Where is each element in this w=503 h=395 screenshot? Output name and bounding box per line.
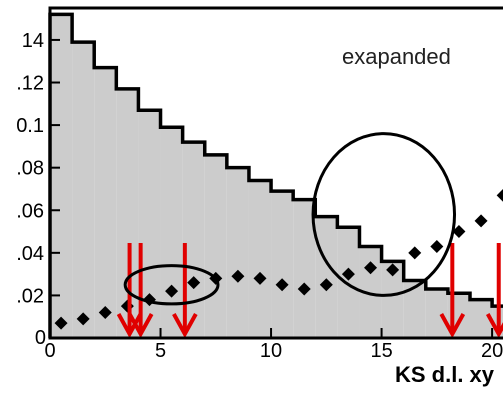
data-point	[341, 267, 355, 281]
histogram-bin	[337, 227, 360, 338]
data-point	[474, 214, 488, 228]
data-point	[496, 189, 503, 202]
histogram-outline	[48, 12, 503, 338]
data-point	[430, 239, 444, 253]
x-tick-label: 5	[155, 340, 166, 362]
y-tick-label: .06	[16, 200, 44, 222]
data-point	[297, 282, 311, 296]
histogram-bin	[94, 67, 117, 338]
y-tick-label: .02	[16, 285, 44, 307]
histogram-bin	[138, 110, 161, 339]
y-tick-label: .12	[16, 73, 44, 95]
data-point	[231, 269, 245, 283]
y-origin-label: 0	[35, 327, 46, 349]
data-point	[187, 276, 201, 290]
histogram-bin	[72, 42, 95, 339]
red-arrow-head	[485, 313, 503, 339]
data-point	[408, 246, 422, 260]
x-tick-label: 20	[481, 340, 503, 362]
highlight-circle	[123, 264, 220, 306]
histogram-bin	[425, 289, 448, 338]
data-point	[76, 312, 90, 326]
data-point	[319, 278, 333, 292]
data-point	[275, 278, 289, 292]
data-point	[253, 271, 267, 285]
y-tick-label: 0.1	[16, 115, 44, 137]
data-point	[364, 261, 378, 275]
data-point	[98, 305, 112, 319]
histogram-bin	[271, 191, 294, 338]
histogram-bin	[204, 154, 227, 338]
data-point	[54, 316, 68, 330]
histogram-bin	[226, 167, 249, 338]
data-point	[452, 225, 466, 239]
histogram-bin	[359, 246, 382, 338]
histogram-bin	[293, 199, 316, 338]
red-arrow-head	[116, 313, 143, 339]
red-arrow-head	[172, 313, 198, 339]
plot-frame	[48, 6, 503, 340]
histogram-bin	[248, 180, 272, 338]
expanded-annotation: exapanded	[342, 44, 451, 69]
histogram-bin	[50, 14, 73, 339]
x-axis-label: KS d.l. xy	[395, 362, 495, 387]
histogram-bin	[160, 127, 183, 339]
x-tick-label: 10	[260, 340, 282, 362]
y-tick-label: 14	[22, 30, 44, 52]
histogram-bin	[470, 299, 493, 338]
y-tick-label: .04	[16, 243, 44, 265]
red-arrow-head	[439, 313, 466, 339]
data-point	[386, 263, 400, 277]
highlight-circle	[311, 132, 457, 297]
red-arrow-head	[127, 313, 154, 339]
data-point	[165, 284, 179, 298]
x-tick-label: 15	[370, 340, 392, 362]
histogram-bin	[182, 142, 205, 338]
histogram-bin	[381, 261, 404, 338]
y-tick-label: .08	[16, 158, 44, 180]
x-tick-label: 0	[44, 340, 55, 362]
histogram-bin	[315, 216, 338, 338]
histogram-bin	[403, 280, 426, 338]
